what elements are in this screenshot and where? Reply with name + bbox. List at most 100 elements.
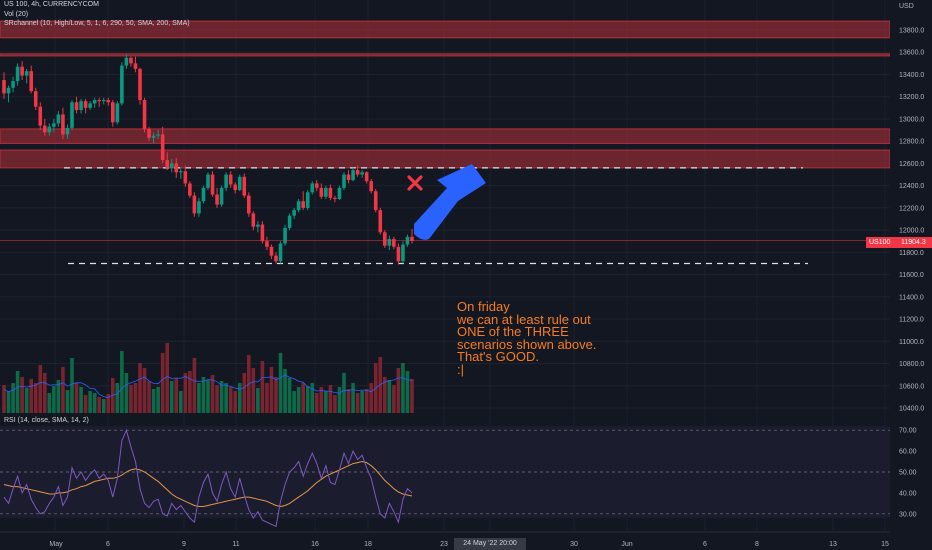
candle: [20, 61, 24, 81]
volume-bar: [392, 385, 396, 413]
candle: [401, 241, 405, 264]
volume-bar: [278, 353, 283, 413]
time-tick-label: May: [49, 541, 63, 548]
candle-body: [70, 102, 74, 128]
volume-bar: [233, 391, 237, 413]
price-tick-label: 13800.0: [899, 28, 924, 35]
candle-body: [88, 103, 92, 108]
volume-bar: [296, 387, 301, 413]
time-tick-label: 13: [829, 541, 837, 548]
candle: [274, 252, 278, 264]
candle-body: [315, 183, 319, 188]
candle: [2, 72, 6, 99]
support-resistance-dashed-lines: [64, 167, 808, 265]
volume-indicator-label[interactable]: Vol (20): [4, 11, 29, 18]
candle: [43, 118, 47, 136]
candle: [65, 124, 70, 139]
volume-bar: [396, 368, 401, 413]
price-tick-label: 10800.0: [899, 361, 924, 368]
candle-body: [11, 81, 15, 88]
volume-bar: [224, 383, 228, 413]
volume-bar: [228, 387, 233, 413]
volume-bar: [351, 383, 355, 413]
candle-body: [151, 135, 156, 138]
volume-bar: [120, 351, 124, 413]
volume-bar: [147, 381, 151, 413]
time-tick-label: 16: [311, 541, 319, 548]
volume-bar: [305, 386, 310, 413]
volume-bar: [188, 371, 192, 413]
volume-bar: [156, 387, 160, 413]
candle-body: [29, 71, 33, 92]
note-line: On friday: [457, 299, 510, 314]
volume-bar: [355, 393, 360, 413]
time-tick-label: 15: [881, 541, 889, 548]
price-tick-label: 13600.0: [899, 50, 924, 57]
volume-bar: [210, 375, 215, 413]
candle: [111, 100, 115, 127]
candle-body: [165, 160, 169, 168]
candle: [61, 107, 65, 139]
volume-bar: [165, 343, 169, 413]
candle-body: [33, 91, 38, 107]
candle: [147, 126, 151, 142]
price-tick-label: 11600.0: [899, 272, 924, 279]
rsi-indicator-label[interactable]: RSI (14, close, SMA, 14, 2): [4, 417, 89, 424]
candle-body: [224, 174, 228, 188]
price-tick-label: 13400.0: [899, 72, 924, 79]
volume-bar: [97, 397, 101, 413]
candle: [206, 172, 210, 191]
volume-bar: [265, 383, 269, 413]
candle-body: [197, 201, 201, 214]
candle: [283, 224, 287, 246]
rsi-tick-label: 30.00: [899, 511, 917, 518]
volume-bar: [383, 377, 387, 413]
candle-body: [364, 172, 369, 182]
currency-label: USD: [899, 3, 914, 10]
volume-bar: [342, 373, 346, 413]
rsi-axis: 30.00 40.00 50.00 60.00 70.00: [899, 428, 917, 519]
candle-body: [192, 195, 197, 214]
candle-body: [101, 100, 106, 102]
candle: [387, 235, 392, 251]
candle: [333, 195, 337, 203]
candle-body: [61, 114, 65, 135]
candle: [11, 76, 15, 93]
candle: [301, 191, 305, 211]
price-tag-symbol: US100: [869, 239, 891, 246]
note-line: That's GOOD.: [457, 349, 539, 364]
rsi-tick-label: 60.00: [899, 449, 917, 456]
time-tick-label: 23: [440, 541, 448, 548]
candle-body: [188, 183, 192, 196]
volume-bar: [242, 373, 247, 413]
candle-body: [115, 103, 120, 123]
symbol-title: US 100, 4h, CURRENCYCOM: [4, 1, 99, 8]
volume-bar: [83, 395, 88, 413]
candle: [396, 243, 401, 265]
price-tick-label: 10400.0: [899, 406, 924, 413]
candle-body: [142, 100, 147, 129]
sr-zone: [0, 149, 891, 169]
candle-body: [283, 227, 287, 244]
volume-bar: [169, 381, 174, 413]
price-tick-label: 12000.0: [899, 228, 924, 235]
candle-body: [410, 236, 414, 241]
price-tick-label: 11800.0: [899, 250, 924, 257]
candle-body: [305, 192, 310, 208]
candle-body: [278, 243, 283, 262]
volume-bar: [129, 385, 133, 413]
candle: [174, 157, 179, 178]
candle-body: [38, 106, 43, 126]
candle: [310, 181, 315, 195]
volume-bar: [47, 393, 52, 413]
srchannel-indicator-label[interactable]: SRchannel (10, High/Low, 5, 1, 6, 290, 5…: [4, 20, 190, 27]
volume-bar: [2, 385, 6, 413]
candle: [15, 63, 20, 86]
volume-bar: [260, 361, 265, 413]
candle-body: [265, 241, 269, 247]
candlestick-series: [2, 54, 414, 265]
candle: [251, 211, 256, 231]
candle: [79, 98, 83, 114]
candle: [351, 167, 355, 182]
